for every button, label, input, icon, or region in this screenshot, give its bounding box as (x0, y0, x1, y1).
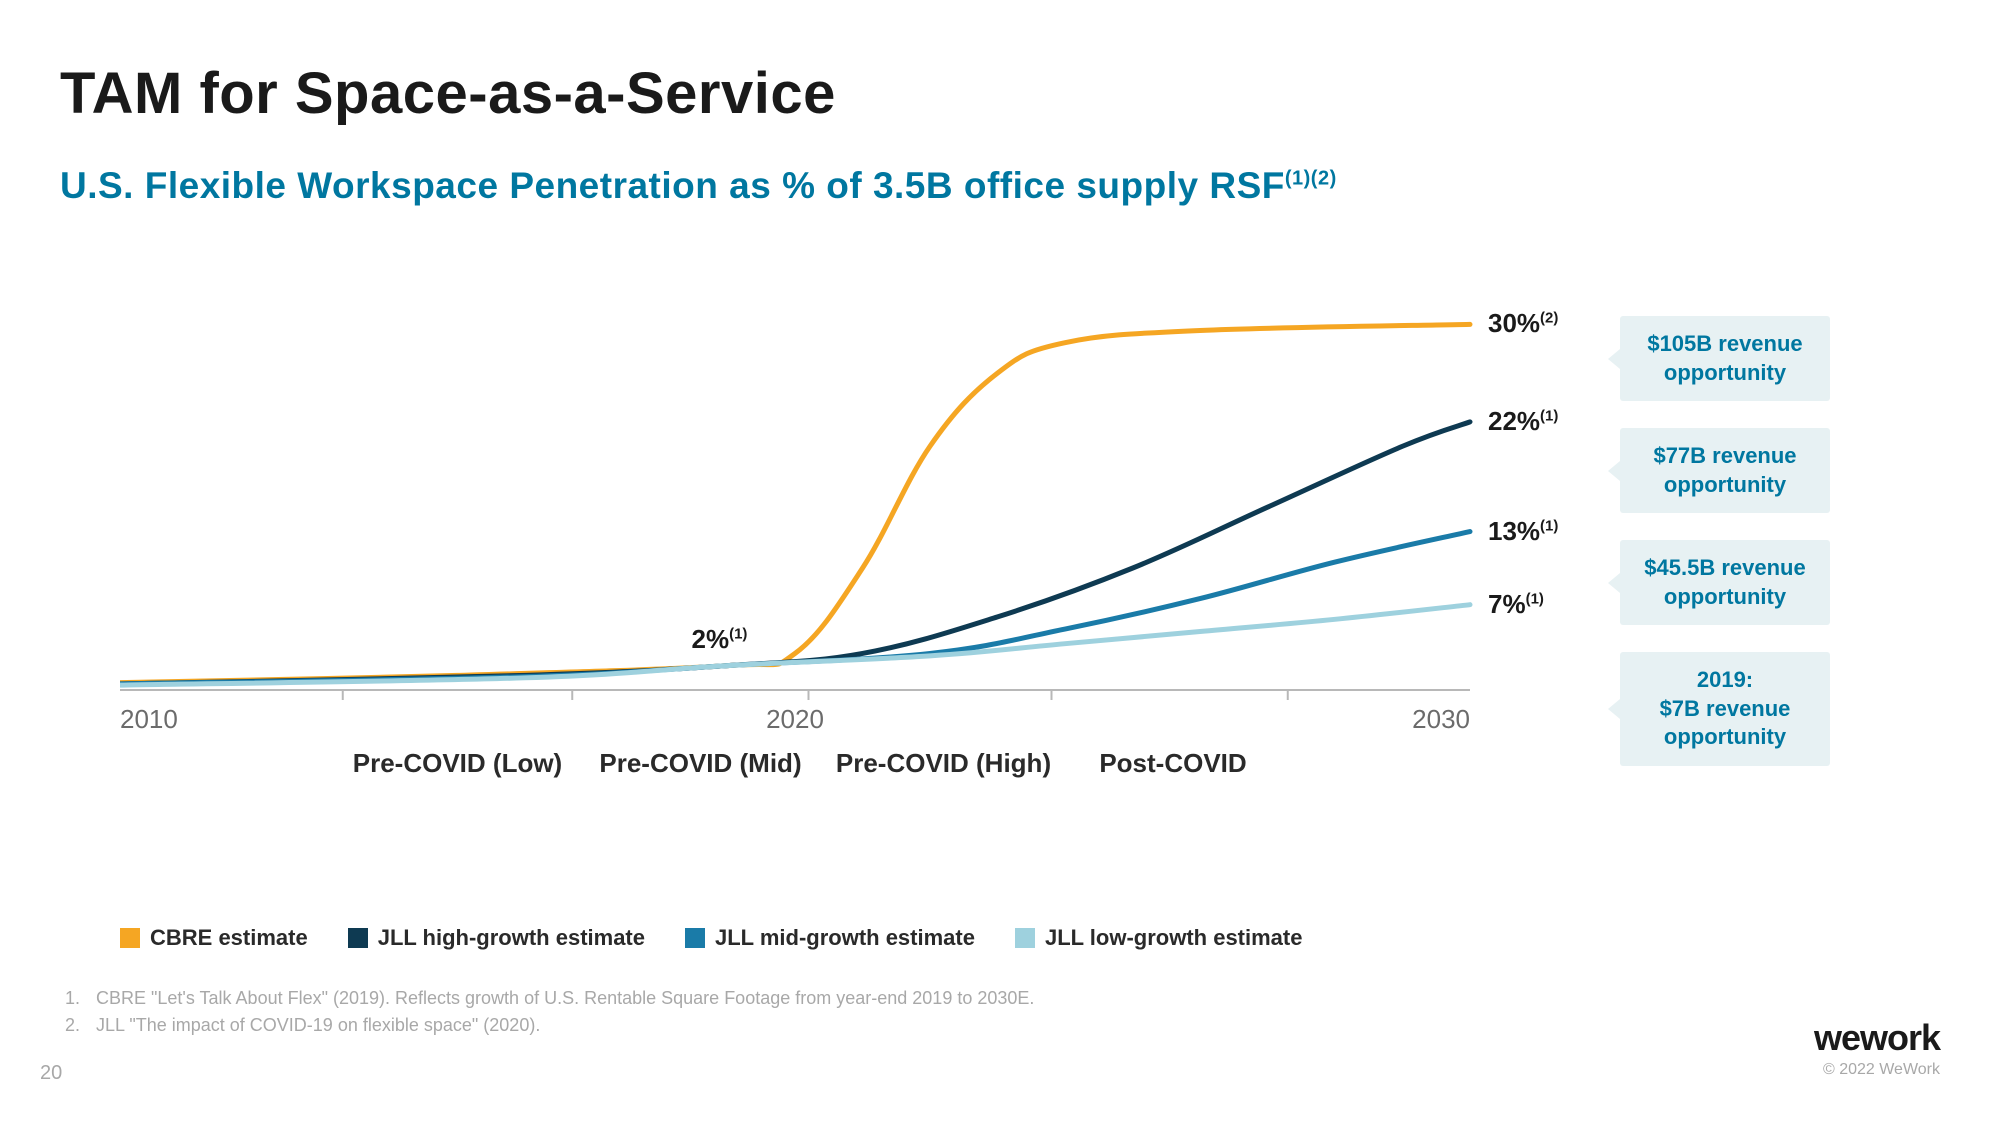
brand-logo: wework (1814, 1017, 1940, 1059)
footnote: 1. CBRE "Let's Talk About Flex" (2019). R… (60, 985, 1034, 1012)
subtitle-text: U.S. Flexible Workspace Penetration as %… (60, 165, 1285, 206)
footnote-text: CBRE "Let's Talk About Flex" (2019). Ref… (96, 985, 1034, 1012)
legend-swatch (685, 928, 705, 948)
legend-label: JLL mid-growth estimate (715, 925, 975, 951)
legend-label: JLL high-growth estimate (378, 925, 645, 951)
mid-point-label: 2%(1) (692, 624, 748, 655)
legend-label: CBRE estimate (150, 925, 308, 951)
subtitle-sup: (1)(2) (1285, 168, 1337, 190)
legend: CBRE estimate JLL high-growth estimate JLL… (120, 925, 1302, 951)
series-end-label: 30%(2) (1488, 308, 1558, 339)
x-tick-label: 2010 (120, 704, 178, 734)
revenue-callout: $45.5B revenueopportunity (1620, 540, 1830, 625)
footnote-text: JLL "The impact of COVID-19 on flexible … (96, 1012, 540, 1039)
footnotes: 1. CBRE "Let's Talk About Flex" (2019). R… (60, 985, 1034, 1039)
series-end-label: 22%(1) (1488, 406, 1558, 437)
period-label: Pre-COVID (Low) (353, 748, 562, 778)
subtitle: U.S. Flexible Workspace Penetration as %… (60, 165, 1940, 207)
series-line (120, 324, 1470, 682)
legend-item: JLL high-growth estimate (348, 925, 645, 951)
chart-svg: 2010 2020 2030 Pre-COVID (Low) Pre-COVID (Mi… (120, 290, 1550, 840)
footnote: 2. JLL "The impact of COVID-19 on flexibl… (60, 1012, 1034, 1039)
legend-swatch (1015, 928, 1035, 948)
page-title: TAM for Space-as-a-Service (60, 60, 1940, 127)
series-end-label: 7%(1) (1488, 589, 1544, 620)
revenue-callout: $77B revenueopportunity (1620, 428, 1830, 513)
x-tick-label: 2030 (1412, 704, 1470, 734)
legend-swatch (120, 928, 140, 948)
series-line (120, 422, 1470, 684)
legend-label: JLL low-growth estimate (1045, 925, 1303, 951)
page-number: 20 (40, 1062, 62, 1085)
period-label: Post-COVID (1099, 748, 1246, 778)
series-line (120, 605, 1470, 685)
revenue-callout: 2019:$7B revenueopportunity (1620, 652, 1830, 766)
revenue-callout: $105B revenueopportunity (1620, 316, 1830, 401)
brand-copyright: © 2022 WeWork (1814, 1061, 1940, 1079)
slide: TAM for Space-as-a-Service U.S. Flexible… (0, 0, 2000, 1125)
legend-item: JLL low-growth estimate (1015, 925, 1303, 951)
footnote-num: 2. (60, 1012, 80, 1039)
x-tick-label: 2020 (766, 704, 824, 734)
chart: 201020202030Pre-COVID (Low)Pre-COVID (Mi… (120, 290, 1470, 720)
legend-swatch (348, 928, 368, 948)
period-label: Pre-COVID (High) (836, 748, 1051, 778)
brand: wework © 2022 WeWork (1814, 1017, 1940, 1079)
footnote-num: 1. (60, 985, 80, 1012)
legend-item: JLL mid-growth estimate (685, 925, 975, 951)
legend-item: CBRE estimate (120, 925, 308, 951)
series-end-label: 13%(1) (1488, 516, 1558, 547)
period-label: Pre-COVID (Mid) (599, 748, 801, 778)
